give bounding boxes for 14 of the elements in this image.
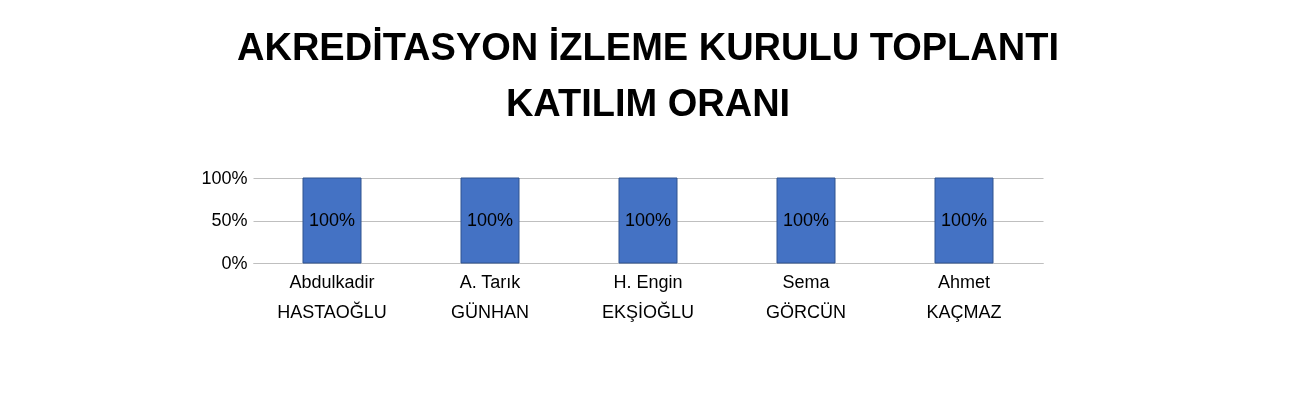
x-tick-label: A. Tarık GÜNHAN <box>450 271 530 322</box>
y-tick-label: 0% <box>221 252 248 273</box>
x-tick-label: Sema GÖRCÜN <box>766 271 846 322</box>
x-tick-label: H. Engin EKŞİOĞLU <box>601 271 695 322</box>
data-label: 100% <box>782 209 830 230</box>
data-label: 100% <box>466 209 514 230</box>
data-label: 100% <box>940 209 988 230</box>
y-tick-label: 100% <box>201 167 248 188</box>
data-label: 100% <box>624 209 672 230</box>
x-tick-label: Abdulkadir HASTAOĞLU <box>277 271 387 322</box>
chart-title: AKREDİTASYON İZLEME KURULU TOPLANTI KATILIM ORANI <box>237 26 1059 124</box>
y-tick-label: 50% <box>211 210 248 230</box>
data-label: 100% <box>308 209 356 230</box>
x-tick-label: Ahmet KAÇMAZ <box>926 271 1002 322</box>
